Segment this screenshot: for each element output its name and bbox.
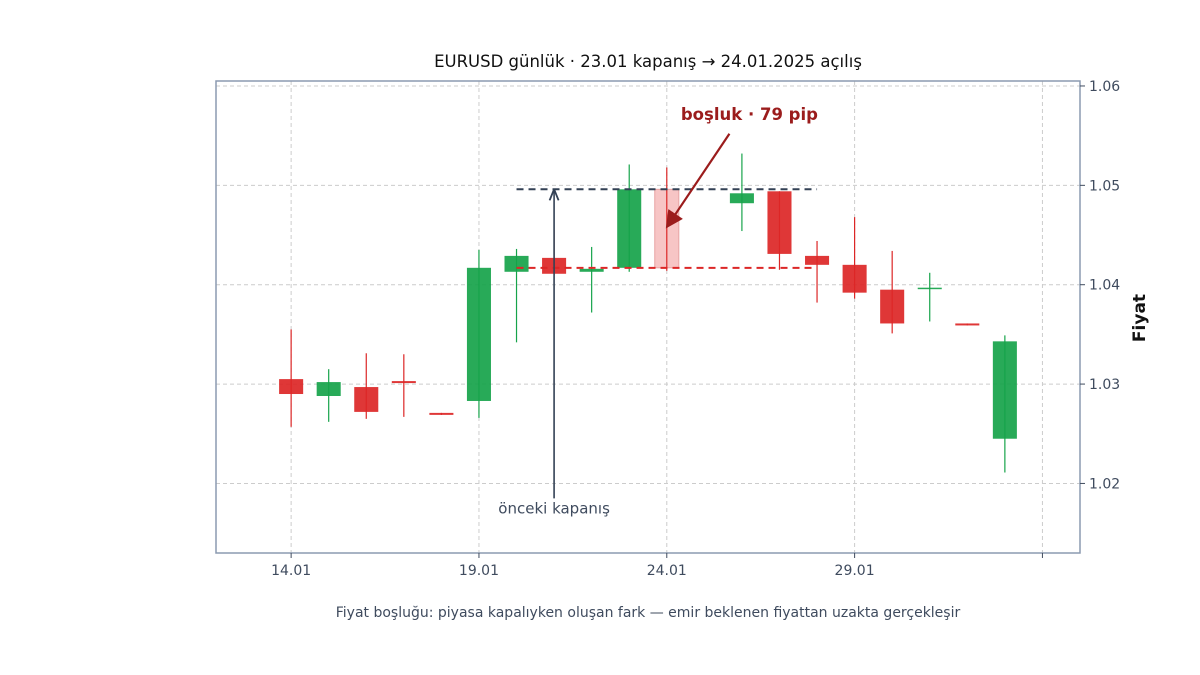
candle-body-up (316, 382, 341, 396)
candle-body-up (917, 287, 942, 290)
candles (279, 153, 1017, 473)
gap-annotation-arrow (665, 133, 731, 229)
y-axis-label: Fiyat (1130, 294, 1150, 342)
candle-body-up (992, 341, 1017, 439)
candle-body-up (729, 193, 754, 204)
prev-close-annotation-label: önceki kapanış (498, 499, 610, 517)
x-tick-label: 19.01 (459, 563, 499, 579)
candle-body-down (842, 264, 867, 293)
candle-body-down (767, 191, 792, 254)
candle-body-up (504, 255, 529, 272)
chart-caption: Fiyat boşluğu: piyasa kapalıyken oluşan … (336, 605, 961, 621)
candle-body-up (579, 268, 604, 272)
y-tick-label: 1.03 (1089, 377, 1120, 393)
candle-body-down (880, 289, 905, 324)
x-tick-label: 14.01 (271, 563, 311, 579)
y-tick-label: 1.02 (1089, 476, 1120, 492)
x-tick-label: 29.01 (835, 563, 875, 579)
reference-lines (516, 188, 818, 269)
candle-body-up (617, 189, 642, 268)
y-axis: 1.02 1.03 1.04 1.05 1.06 (1080, 79, 1120, 492)
gap-zone (654, 167, 680, 271)
x-tick-label: 24.01 (647, 563, 687, 579)
gap-annotation-label: boşluk · 79 pip (681, 105, 818, 124)
y-tick-label: 1.04 (1089, 278, 1120, 294)
y-tick-label: 1.05 (1089, 178, 1120, 194)
candle-body-up (466, 267, 491, 401)
candle-body-down (354, 387, 379, 412)
x-axis: 14.01 19.01 24.01 29.01 (271, 553, 1043, 579)
candle-body-down (805, 255, 830, 265)
chart-title: EURUSD günlük · 23.01 kapanış → 24.01.20… (434, 52, 862, 71)
candle-body-down (955, 323, 980, 326)
annotations: boşluk · 79 pip önceki kapanış (498, 105, 818, 517)
y-tick-label: 1.06 (1089, 79, 1120, 95)
plot-frame (215, 80, 1081, 554)
grid-lines (216, 81, 1080, 553)
candle-body-down (279, 379, 304, 395)
candle-body-down (391, 381, 416, 384)
candle-body-down (429, 412, 454, 415)
